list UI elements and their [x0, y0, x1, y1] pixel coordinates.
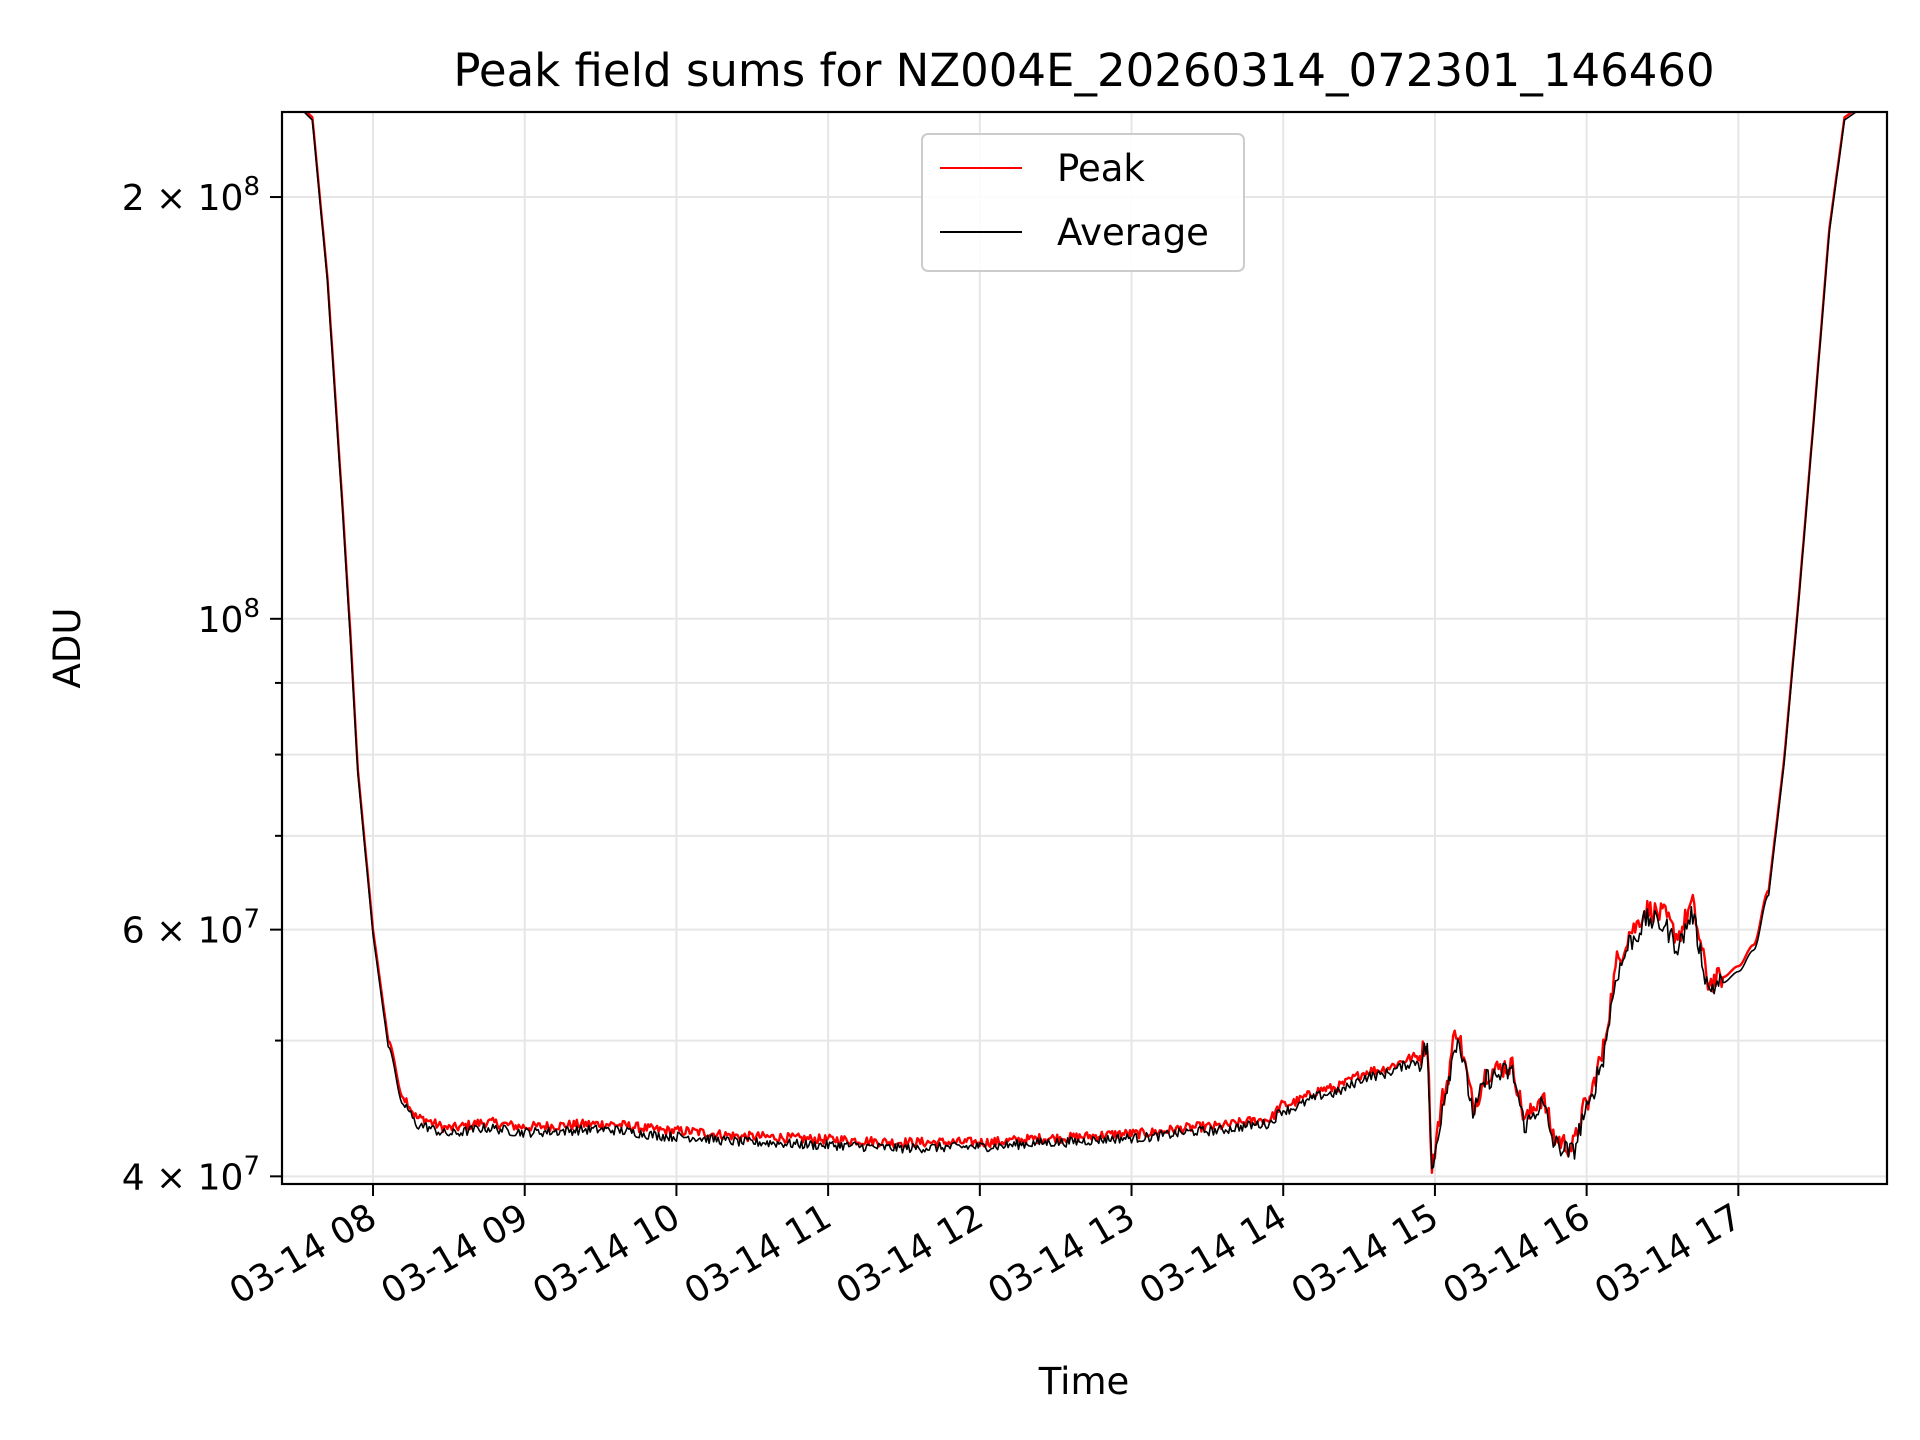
grid-layer [282, 112, 1887, 1184]
y-tick-label: 2 × 108 [122, 172, 260, 219]
series-line-peak [305, 112, 1855, 1174]
chart-title: Peak field sums for NZ004E_20260314_0723… [453, 44, 1714, 97]
y-axis: 4 × 107 6 × 107 108 2 × 108 [122, 172, 282, 1198]
y-tick-label: 4 × 107 [122, 1151, 260, 1198]
series-line-average [302, 112, 1858, 1170]
y-axis-label: ADU [46, 608, 89, 689]
legend-label-peak: Peak [1057, 147, 1145, 190]
series-layer [302, 112, 1858, 1174]
x-axis-label: Time [1038, 1360, 1130, 1403]
plot-frame [280, 110, 1889, 1186]
y-tick-label: 6 × 107 [122, 905, 260, 952]
legend-label-average: Average [1057, 211, 1209, 254]
y-tick-label: 108 [198, 594, 260, 641]
legend: Peak Average [921, 133, 1245, 272]
